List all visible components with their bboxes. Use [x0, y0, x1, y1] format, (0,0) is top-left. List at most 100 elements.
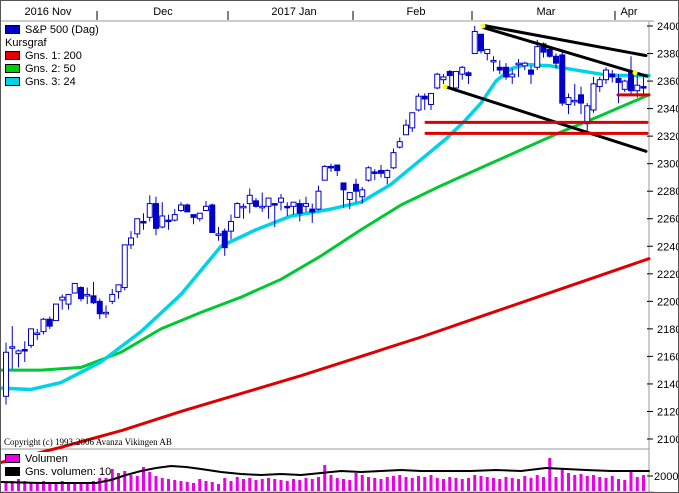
volume-bar [54, 483, 58, 491]
candle-body [165, 219, 172, 223]
candle-body [203, 205, 209, 211]
candle-body [109, 293, 116, 302]
candle-body [134, 218, 141, 235]
candle-body [478, 33, 484, 52]
price-tick-label: 2320 [657, 131, 679, 143]
candle-body [446, 70, 453, 77]
ma-50-line [1, 93, 651, 372]
price-legend-swatch-icon [5, 51, 20, 60]
volume-bar [279, 480, 283, 491]
price-tick-label: 2360 [657, 76, 679, 88]
candle-body [440, 76, 447, 81]
candle-body [196, 212, 203, 220]
trendline [481, 25, 649, 78]
trendline [443, 85, 648, 153]
price-tick-label: 2200 [657, 296, 679, 308]
candle-body [153, 203, 159, 229]
volume-bar [229, 481, 233, 491]
volume-bar [242, 479, 245, 491]
candle-body [621, 80, 628, 90]
volume-bar [267, 478, 270, 491]
price-legend-item-2: Gns. 1: 200 [5, 49, 99, 62]
candle-body [371, 171, 378, 174]
volume-bar [517, 479, 520, 491]
price-legend-item-4: Gns. 3: 24 [5, 75, 99, 88]
candle-body [71, 282, 78, 294]
price-tick-label: 2260 [657, 214, 679, 226]
candle-body [559, 54, 566, 104]
candle-body [59, 296, 66, 301]
price-legend-swatch-icon [5, 25, 20, 34]
candle-body [403, 124, 409, 136]
volume-bar [48, 482, 52, 491]
volume-bar [123, 471, 127, 491]
volume-bar [254, 480, 258, 491]
ma-24-line [1, 62, 651, 392]
price-tick-label: 2240 [657, 241, 679, 253]
volume-bar [23, 481, 27, 491]
trendline-anchor-marker [632, 70, 638, 76]
volume-bar [423, 477, 427, 491]
copyright-text: Copyright (c) 1993-2006 Avanza Vikingen … [4, 437, 172, 447]
candle-body [421, 95, 428, 100]
candle-body [34, 332, 41, 335]
candle-body [284, 205, 291, 209]
candle-body [146, 203, 153, 218]
candle-body [453, 70, 459, 89]
price-legend-label: Gns. 3: 24 [25, 75, 76, 88]
candle-body [246, 194, 253, 205]
volume-bar [179, 481, 183, 491]
volume-bar [10, 481, 14, 491]
candle-body [509, 73, 516, 78]
candle-body [259, 205, 266, 209]
volume-legend: Volumen Gns. volumen: 10 [5, 452, 112, 478]
candle-body [578, 94, 584, 104]
candle-body [471, 31, 478, 55]
volume-bar [342, 479, 345, 491]
volume-bar [498, 479, 502, 491]
volume-bar [579, 474, 583, 491]
candle-body [103, 311, 109, 315]
volume-bar [85, 482, 89, 491]
candle-body [96, 300, 103, 315]
price-tick-label: 2400 [657, 21, 679, 33]
candle-body [409, 112, 416, 129]
volume-bar [117, 473, 120, 491]
ma-200-line [1, 257, 651, 464]
volume-bar [448, 477, 452, 491]
candle-body [490, 59, 497, 63]
volume-bar [617, 479, 620, 491]
volume-bar [329, 475, 333, 491]
candle-body [428, 92, 434, 105]
candle-body [596, 79, 603, 88]
candle-body [571, 99, 578, 103]
candle-body [296, 203, 303, 214]
candle-body [53, 303, 59, 322]
price-tick-label: 2340 [657, 104, 679, 116]
month-label: Dec [153, 6, 173, 18]
volume-bar [504, 477, 508, 491]
volume-bar [142, 467, 145, 491]
candle-body [628, 72, 634, 92]
trendline-anchor-marker [480, 23, 486, 29]
candle-body [309, 208, 316, 213]
candle-body [115, 284, 122, 293]
candle-body [603, 69, 609, 81]
volume-bar [129, 475, 133, 491]
candle-body [340, 182, 347, 191]
candle-body [384, 170, 391, 178]
price-tick-label: 2160 [657, 351, 679, 363]
volume-bar [548, 458, 552, 491]
candle-body [240, 205, 247, 209]
volume-bar [623, 480, 627, 491]
trendline [481, 23, 648, 58]
volume-legend-item-0: Volumen [5, 452, 111, 465]
volume-legend-swatch-icon [5, 467, 20, 476]
candle-body [90, 295, 97, 304]
candle-body [184, 204, 191, 213]
candle-body [121, 244, 128, 289]
price-legend-item-3: Gns. 2: 50 [5, 62, 99, 75]
price-tick-label: 2380 [657, 49, 679, 61]
volume-bar [104, 478, 108, 491]
volume-bar [360, 475, 364, 491]
